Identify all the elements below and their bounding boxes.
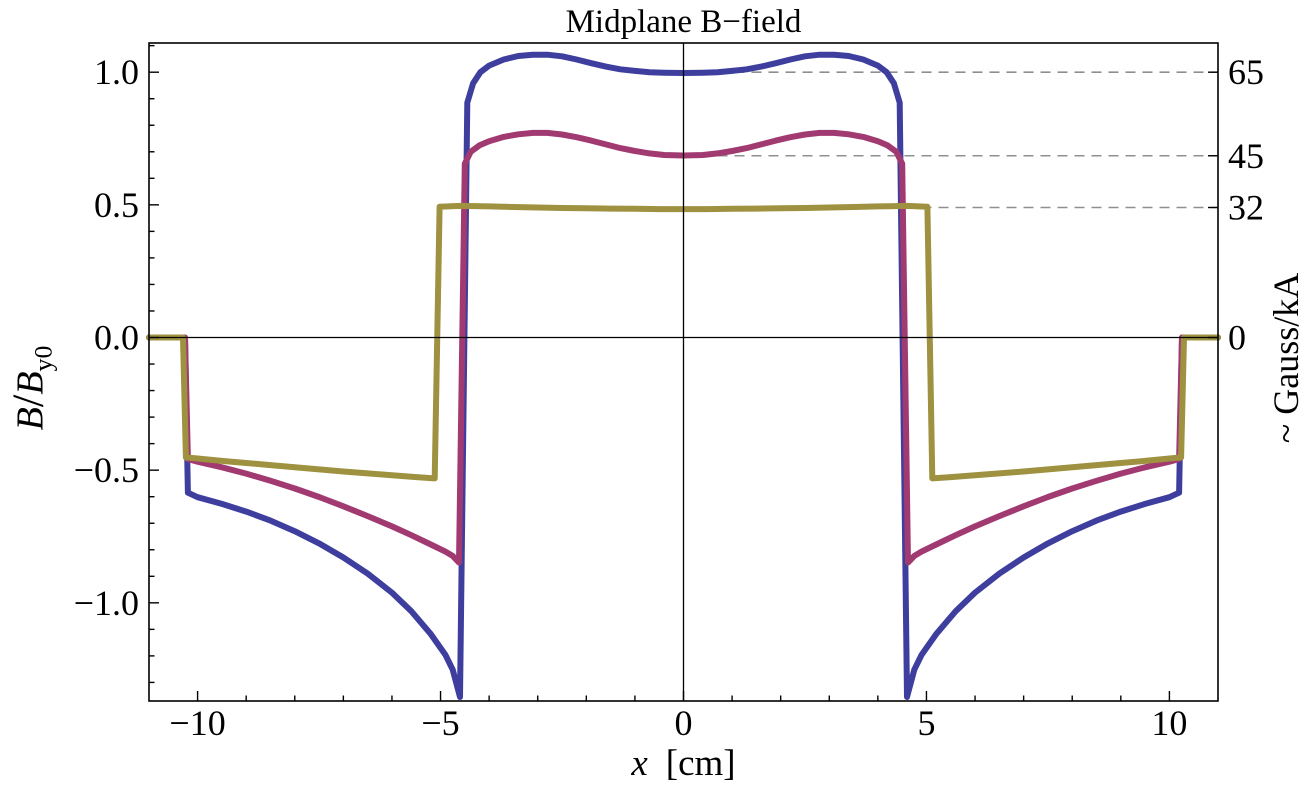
right-axis-label: ~ Gauss/kA [1266, 272, 1306, 444]
y-axis-label-denominator: B [9, 371, 52, 395]
x-axis-label: x [cm] [149, 742, 1218, 785]
y-axis-label-numerator: B [9, 407, 52, 431]
right-tick-label: 65 [1228, 52, 1264, 92]
x-tick-label: −5 [421, 703, 459, 743]
right-tick-label: 0 [1228, 318, 1246, 358]
right-tick-label: 45 [1228, 136, 1264, 176]
x-tick-label: −10 [169, 703, 225, 743]
y-axis-label: B/By0 [2, 346, 59, 431]
plot-title: Midplane B−field [565, 4, 802, 40]
x-axis-unit: [cm] [665, 743, 736, 784]
y-axis-label-slash: / [2, 394, 53, 408]
x-axis-variable: x [631, 743, 648, 784]
y-tick-label: 0.0 [94, 318, 139, 358]
right-tick-label: 32 [1228, 188, 1264, 228]
y-axis-label-subscript: y0 [28, 345, 58, 372]
y-tick-label: −1.0 [74, 583, 139, 623]
x-tick-label: 10 [1151, 703, 1187, 743]
y-tick-label: 1.0 [94, 52, 139, 92]
x-tick-label: 0 [675, 703, 693, 743]
y-tick-label: −0.5 [74, 450, 139, 490]
y-tick-label: 0.5 [94, 185, 139, 225]
x-tick-label: 5 [917, 703, 935, 743]
